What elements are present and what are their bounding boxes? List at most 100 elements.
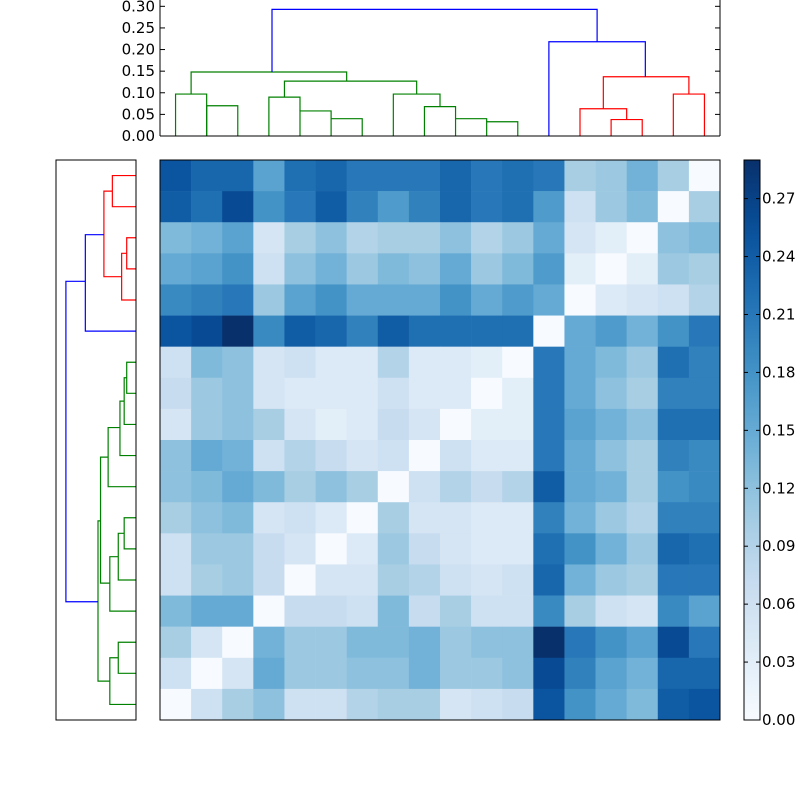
heatmap-cell-7-10	[471, 377, 503, 410]
heatmap-cell-2-5	[315, 222, 347, 254]
heatmap-cell-1-4	[284, 191, 316, 223]
heatmap-cell-15-4	[284, 626, 316, 659]
heatmap-cell-8-8	[408, 408, 441, 441]
left-dendrogram-link-3	[103, 190, 122, 278]
heatmap-cell-4-10	[471, 284, 503, 316]
heatmap-cell-6-14	[595, 346, 627, 379]
heatmap-cell-6-12	[533, 346, 565, 379]
left-dendrogram-link-16	[65, 280, 98, 603]
heatmap-cell-3-7	[377, 253, 410, 285]
heatmap-cell-6-13	[564, 346, 596, 379]
left-dendrogram-link-1	[126, 237, 136, 270]
left-dendrogram-link-7	[119, 400, 136, 457]
heatmap-cell-13-1	[191, 564, 223, 596]
heatmap-cell-7-6	[346, 377, 379, 410]
top-dendrogram-ytick-label-6: 0.30	[122, 0, 155, 15]
heatmap-cell-9-7	[377, 440, 410, 472]
heatmap-cell-10-2	[222, 471, 254, 503]
heatmap-cell-3-10	[471, 253, 503, 285]
heatmap-cell-10-17	[688, 471, 721, 503]
heatmap-cell-11-13	[564, 502, 596, 534]
heatmap-cell-12-3	[253, 533, 285, 565]
heatmap-cell-4-13	[564, 284, 596, 316]
heatmap-cell-15-2	[222, 626, 254, 659]
left-dendrogram-frame	[55, 159, 137, 721]
heatmap-cell-3-0	[160, 253, 192, 285]
heatmap-cell-8-17	[688, 408, 721, 441]
heatmap-cell-7-8	[408, 377, 441, 410]
heatmap-cell-11-15	[626, 502, 659, 534]
heatmap-cell-7-11	[502, 377, 534, 410]
heatmap-cell-10-4	[284, 471, 316, 503]
left-dendrogram-link-0	[111, 174, 136, 208]
heatmap-cell-0-10	[471, 160, 503, 192]
top-dendrogram-ytick-label-2: 0.10	[122, 84, 155, 102]
heatmap-cell-11-0	[160, 502, 192, 534]
heatmap-cell-16-17	[688, 657, 721, 690]
heatmap-cell-5-7	[377, 315, 410, 347]
heatmap-cell-3-9	[440, 253, 472, 285]
heatmap-cell-14-7	[377, 595, 410, 627]
top-dendrogram-ytick-label-3: 0.15	[122, 62, 155, 80]
heatmap-cell-3-1	[191, 253, 223, 285]
heatmap-cell-11-6	[346, 502, 379, 534]
heatmap-cell-2-13	[564, 222, 596, 254]
top-dendrogram-link-13	[672, 93, 706, 136]
heatmap-cell-15-11	[502, 626, 534, 659]
left-dendrogram-link-11	[109, 556, 136, 612]
heatmap-cell-7-14	[595, 377, 627, 410]
heatmap-cell-15-12	[533, 626, 565, 659]
heatmap-cell-16-14	[595, 657, 627, 690]
heatmap-cell-5-10	[471, 315, 503, 347]
heatmap-cell-7-15	[626, 377, 659, 410]
heatmap-cell-4-16	[657, 284, 690, 316]
heatmap-cell-16-16	[657, 657, 690, 690]
heatmap	[159, 159, 721, 721]
heatmap-cell-16-4	[284, 657, 316, 690]
heatmap-cell-15-5	[315, 626, 347, 659]
heatmap-cell-5-13	[564, 315, 596, 347]
heatmap-cell-10-7	[377, 471, 410, 503]
heatmap-cell-14-9	[440, 595, 472, 627]
top-dendrogram-link-3	[299, 110, 332, 136]
heatmap-cell-4-2	[222, 284, 254, 316]
heatmap-cell-6-4	[284, 346, 316, 379]
top-dendrogram-link-0	[174, 93, 208, 136]
heatmap-cell-13-13	[564, 564, 596, 596]
heatmap-cell-8-12	[533, 408, 565, 441]
heatmap-cell-8-7	[377, 408, 410, 441]
heatmap-cell-12-12	[533, 533, 565, 565]
heatmap-cell-7-13	[564, 377, 596, 410]
heatmap-cell-4-8	[408, 284, 441, 316]
heatmap-cell-6-15	[626, 346, 659, 379]
heatmap-cell-13-8	[408, 564, 441, 596]
heatmap-cell-4-5	[315, 284, 347, 316]
left-dendrogram-link-8	[107, 426, 136, 488]
heatmap-cell-0-4	[284, 160, 316, 192]
heatmap-cell-11-1	[191, 502, 223, 534]
heatmap-cell-14-1	[191, 595, 223, 627]
heatmap-cell-16-3	[253, 657, 285, 690]
heatmap-cell-12-6	[346, 533, 379, 565]
heatmap-cell-15-16	[657, 626, 690, 659]
heatmap-cell-17-17	[688, 688, 721, 721]
heatmap-cell-7-16	[657, 377, 690, 410]
heatmap-cell-6-1	[191, 346, 223, 379]
heatmap-cell-2-14	[595, 222, 627, 254]
heatmap-cell-15-15	[626, 626, 659, 659]
heatmap-cell-8-14	[595, 408, 627, 441]
heatmap-cell-7-7	[377, 377, 410, 410]
heatmap-cell-14-3	[253, 595, 285, 627]
heatmap-cell-8-16	[657, 408, 690, 441]
heatmap-cell-10-0	[160, 471, 192, 503]
heatmap-cell-4-15	[626, 284, 659, 316]
heatmap-cell-12-10	[471, 533, 503, 565]
heatmap-cell-4-6	[346, 284, 379, 316]
heatmap-cell-12-9	[440, 533, 472, 565]
heatmap-cell-9-9	[440, 440, 472, 472]
heatmap-cell-1-11	[502, 191, 534, 223]
heatmap-cell-1-17	[688, 191, 721, 223]
heatmap-cell-15-6	[346, 626, 379, 659]
heatmap-cell-3-13	[564, 253, 596, 285]
